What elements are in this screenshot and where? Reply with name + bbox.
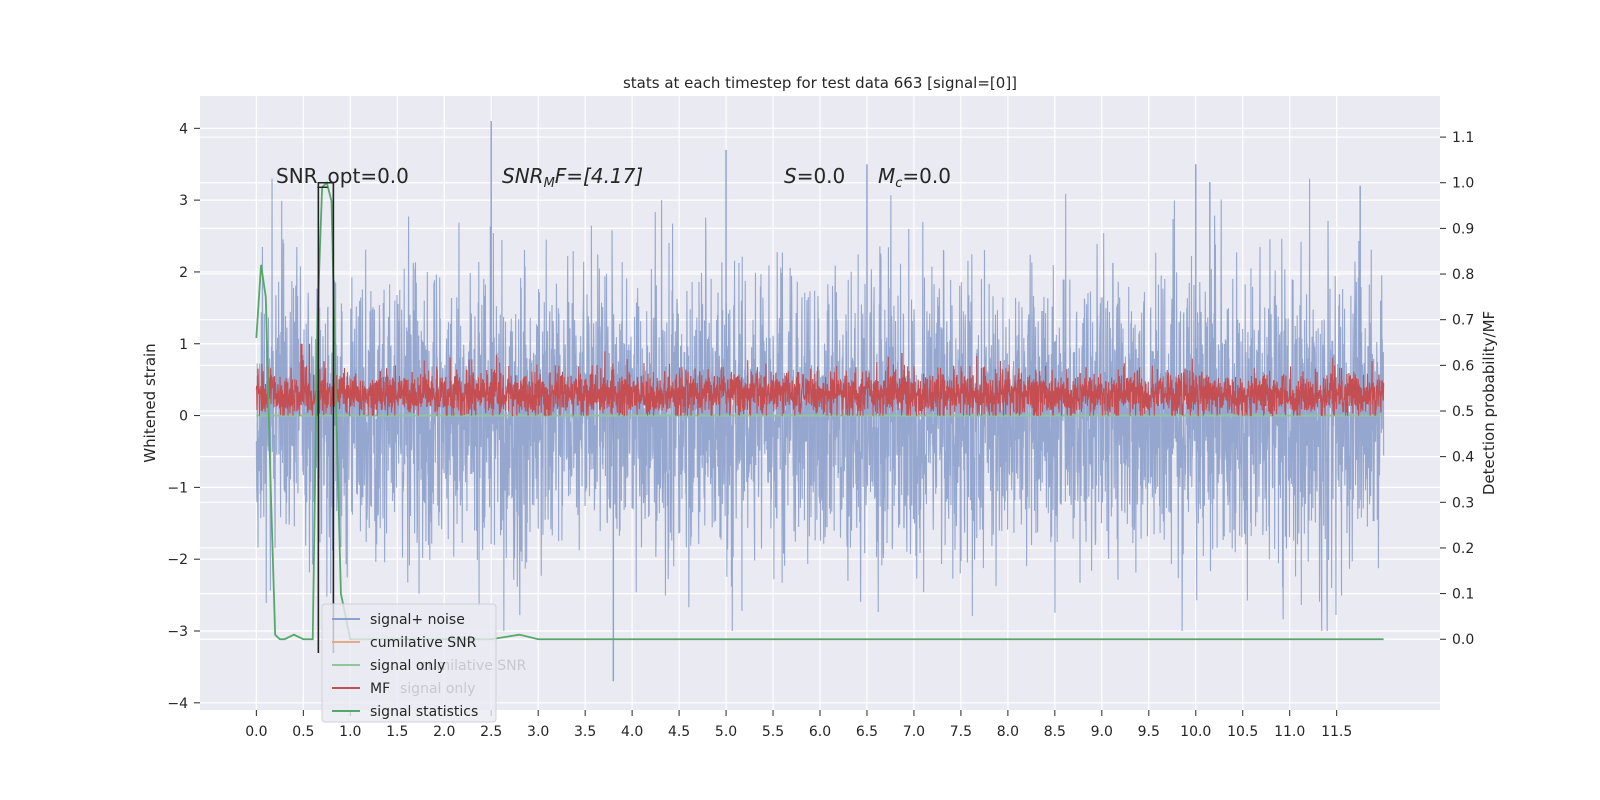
x-tick-label: 3.5 (574, 724, 596, 740)
legend-label: MF (370, 681, 390, 697)
chart-title: stats at each timestep for test data 663… (623, 74, 1017, 92)
y2-tick-label: 0.0 (1452, 632, 1474, 648)
y-tick-label: −1 (167, 480, 188, 496)
annotation-mc: Mc=0.0 (878, 164, 951, 191)
series-signal-noise (255, 121, 1385, 682)
x-tick-label: 4.0 (621, 724, 643, 740)
y-axis-left: −4 −3 −2 −1 0 1 2 3 4 (167, 121, 200, 712)
y2-tick-label: 0.5 (1452, 404, 1474, 420)
y2-tick-label: 1.0 (1452, 176, 1474, 192)
x-tick-label: 6.5 (856, 724, 878, 740)
x-tick-label: 2.0 (433, 724, 455, 740)
x-tick-label: 7.0 (903, 724, 925, 740)
y-tick-label: 3 (179, 193, 188, 209)
legend-label: cumilative SNR (370, 635, 477, 651)
x-tick-label: 8.5 (1044, 724, 1066, 740)
x-tick-label: 11.0 (1274, 724, 1305, 740)
line-cumilative-snr (317, 181, 335, 653)
series-cumilative-snr (317, 181, 335, 653)
y2-tick-label: 0.3 (1452, 495, 1474, 511)
y2-axis-label: Detection probability/MF (1480, 311, 1498, 495)
y-tick-label: 1 (179, 337, 188, 353)
x-tick-label: 8.0 (997, 724, 1019, 740)
y-tick-label: −4 (167, 696, 188, 712)
x-tick-label: 0.0 (245, 724, 267, 740)
y-tick-label: 2 (179, 265, 188, 281)
y2-tick-label: 0.8 (1452, 267, 1474, 283)
y2-tick-label: 0.9 (1452, 221, 1474, 237)
y-axis-right: 0.0 0.1 0.2 0.3 0.4 0.5 0.6 0.7 0.8 0.9 1.0 1.1 (1440, 130, 1474, 648)
legend-label: signal only (370, 658, 445, 674)
x-tick-label: 2.5 (480, 724, 502, 740)
x-tick-label: 7.5 (950, 724, 972, 740)
x-tick-label: 10.0 (1180, 724, 1211, 740)
x-tick-label: 0.5 (292, 724, 314, 740)
x-tick-label: 5.5 (762, 724, 784, 740)
legend-box (321, 603, 497, 723)
y-tick-label: −2 (167, 552, 188, 568)
y2-tick-label: 0.6 (1452, 358, 1474, 374)
y2-tick-label: 0.2 (1452, 541, 1474, 557)
x-axis: 0.0 0.5 1.0 1.5 2.0 2.5 3.0 3.5 4.0 4.5 5.0 5.5 6.0 6… (245, 710, 1352, 740)
x-tick-label: 11.5 (1321, 724, 1352, 740)
y2-tick-label: 0.7 (1452, 313, 1474, 329)
y2-tick-label: 0.4 (1452, 450, 1474, 466)
y-tick-label: 4 (179, 121, 188, 137)
y-axis-label: Whitened strain (141, 343, 159, 462)
annotation-snr-mf: SNRMF=[4.17] (502, 164, 643, 191)
series-layer (255, 121, 1385, 682)
series-mf (255, 343, 1385, 417)
x-tick-label: 3.0 (527, 724, 549, 740)
mf-line (255, 343, 1385, 417)
y2-tick-label: 0.1 (1452, 587, 1474, 603)
x-tick-label: 1.5 (386, 724, 408, 740)
legend-ghost-label: cumilative SNR (420, 658, 527, 674)
y2-tick-label: 1.1 (1452, 130, 1474, 146)
legend-label: signal statistics (370, 704, 478, 720)
x-tick-label: 1.0 (339, 724, 361, 740)
x-tick-label: 4.5 (668, 724, 690, 740)
x-tick-label: 9.5 (1138, 724, 1160, 740)
y-tick-label: −3 (167, 624, 188, 640)
x-tick-label: 6.0 (809, 724, 831, 740)
annotation-s: S=0.0 (784, 164, 845, 188)
annotation-snr-opt: SNR_opt=0.0 (276, 164, 409, 188)
x-tick-label: 10.5 (1227, 724, 1258, 740)
x-tick-label: 5.0 (715, 724, 737, 740)
y-tick-label: 0 (179, 409, 188, 425)
legend-label: signal+ noise (370, 612, 465, 628)
x-tick-label: 9.0 (1091, 724, 1113, 740)
legend-ghost-label: signal only (400, 681, 475, 697)
